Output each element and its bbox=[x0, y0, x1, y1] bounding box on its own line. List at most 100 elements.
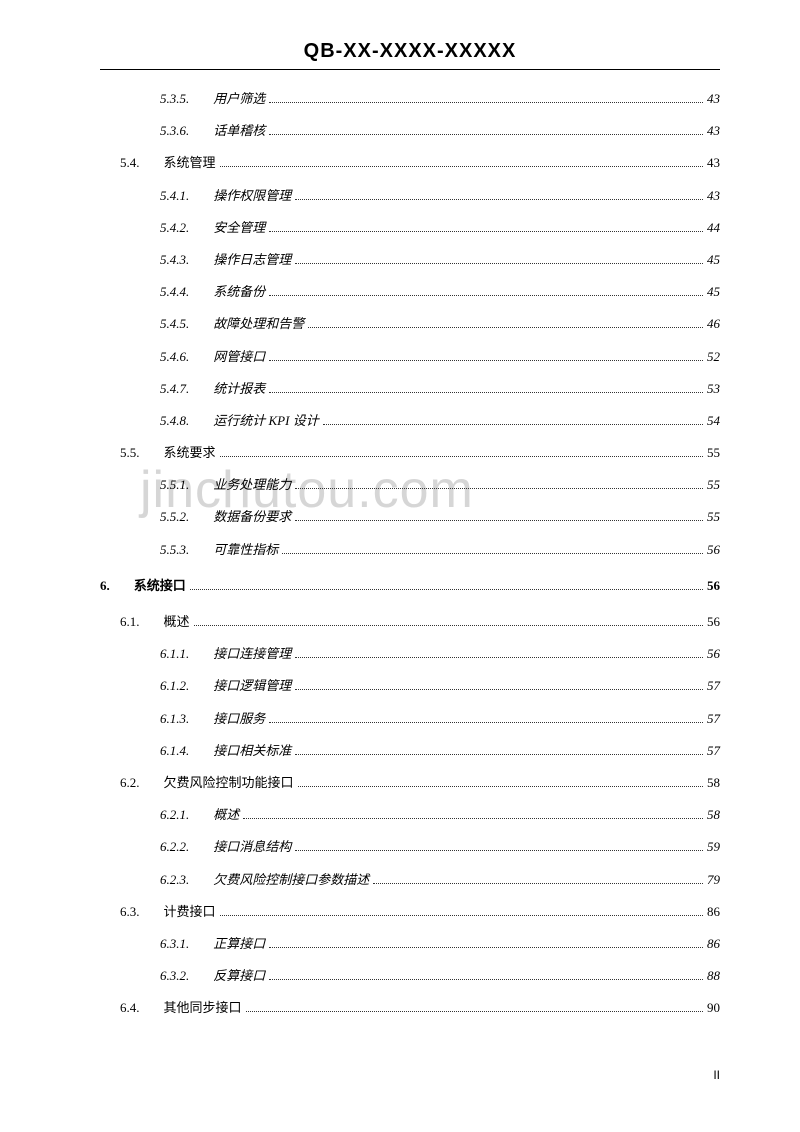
toc-entry-title: 欠费风险控制功能接口 bbox=[164, 774, 294, 792]
toc-leader-dots bbox=[269, 295, 703, 296]
toc-entry-page: 86 bbox=[707, 935, 720, 953]
toc-entry-number: 5.5. bbox=[120, 444, 140, 462]
toc-entry-page: 53 bbox=[707, 380, 720, 398]
toc-entry-page: 79 bbox=[707, 871, 720, 889]
toc-entry-number: 5.4.8. bbox=[160, 412, 189, 430]
content-wrapper: QB-XX-XXXX-XXXXX 5.3.5.用户筛选43 5.3.6.话单稽核4… bbox=[100, 40, 720, 1017]
toc-entry-number: 6.1.3. bbox=[160, 710, 189, 728]
toc-entry-page: 55 bbox=[707, 508, 720, 526]
toc-entry: 5.4.1.操作权限管理43 bbox=[100, 187, 720, 205]
toc-entry: 6.2. 欠费风险控制功能接口 58 bbox=[100, 774, 720, 792]
toc-entry-page: 46 bbox=[707, 315, 720, 333]
toc-entry-title: 运行统计 KPI 设计 bbox=[213, 412, 318, 430]
toc-entry-number: 6.1.2. bbox=[160, 677, 189, 695]
toc-leader-dots bbox=[269, 722, 703, 723]
toc-entry-page: 58 bbox=[707, 806, 720, 824]
toc-entry-title: 接口服务 bbox=[213, 710, 265, 728]
table-of-contents: 5.3.5.用户筛选435.3.6.话单稽核435.4.系统管理435.4.1.… bbox=[100, 90, 720, 1017]
toc-entry-page: 55 bbox=[707, 444, 720, 462]
toc-leader-dots bbox=[295, 199, 703, 200]
toc-entry-page: 44 bbox=[707, 219, 720, 237]
toc-entry-page: 54 bbox=[707, 412, 720, 430]
toc-entry: 6.1.1. 接口连接管理 56 bbox=[100, 645, 720, 663]
toc-entry: 5.4.2. 安全管理 44 bbox=[100, 219, 720, 237]
toc-leader-dots bbox=[269, 979, 703, 980]
toc-entry-title: 系统管理 bbox=[164, 154, 216, 172]
toc-entry: 5.4.8. 运行统计 KPI 设计 54 bbox=[100, 412, 720, 430]
toc-entry: 6.3.2.反算接口88 bbox=[100, 967, 720, 985]
toc-entry-page: 88 bbox=[707, 967, 720, 985]
toc-entry: 5.5.3.可靠性指标56 bbox=[100, 541, 720, 559]
toc-entry: 5.4.7.统计报表53 bbox=[100, 380, 720, 398]
toc-entry-page: 56 bbox=[707, 645, 720, 663]
toc-entry: 6.系统接口56 bbox=[100, 577, 720, 595]
toc-entry-number: 6.1.4. bbox=[160, 742, 189, 760]
toc-leader-dots bbox=[269, 102, 703, 103]
toc-entry-number: 6.2.2. bbox=[160, 838, 189, 856]
toc-entry: 6.3.计费接口86 bbox=[100, 903, 720, 921]
toc-entry: 5.5.2. 数据备份要求 55 bbox=[100, 508, 720, 526]
toc-entry-title: 接口消息结构 bbox=[213, 838, 291, 856]
toc-entry-number: 6.2. bbox=[120, 774, 140, 792]
toc-entry-title: 接口逻辑管理 bbox=[213, 677, 291, 695]
toc-leader-dots bbox=[295, 520, 703, 521]
toc-leader-dots bbox=[269, 947, 703, 948]
toc-entry-title: 欠费风险控制接口参数描述 bbox=[213, 871, 369, 889]
toc-entry-number: 6.2.1. bbox=[160, 806, 189, 824]
toc-entry: 5.3.5.用户筛选43 bbox=[100, 90, 720, 108]
toc-leader-dots bbox=[269, 360, 703, 361]
toc-entry-number: 5.5.1. bbox=[160, 476, 189, 494]
toc-entry: 5.5.系统要求55 bbox=[100, 444, 720, 462]
toc-leader-dots bbox=[243, 818, 703, 819]
toc-entry: 6.1.3. 接口服务 57 bbox=[100, 710, 720, 728]
toc-entry-title: 概述 bbox=[164, 613, 190, 631]
toc-leader-dots bbox=[269, 134, 703, 135]
toc-entry-number: 5.4.3. bbox=[160, 251, 189, 269]
toc-entry-page: 90 bbox=[707, 999, 720, 1017]
toc-entry: 5.4.系统管理43 bbox=[100, 154, 720, 172]
toc-entry: 5.4.3.操作日志管理45 bbox=[100, 251, 720, 269]
toc-entry-number: 6.3.1. bbox=[160, 935, 189, 953]
toc-entry: 6.3.1.正算接口86 bbox=[100, 935, 720, 953]
toc-leader-dots bbox=[295, 850, 703, 851]
toc-entry-number: 5.4.2. bbox=[160, 219, 189, 237]
toc-entry-number: 5.4.1. bbox=[160, 187, 189, 205]
toc-entry-page: 56 bbox=[707, 577, 720, 595]
toc-entry-number: 6.1.1. bbox=[160, 645, 189, 663]
toc-entry-page: 43 bbox=[707, 187, 720, 205]
toc-entry-number: 5.4.5. bbox=[160, 315, 189, 333]
toc-entry-number: 5.4.4. bbox=[160, 283, 189, 301]
toc-entry: 6.2.2. 接口消息结构 59 bbox=[100, 838, 720, 856]
toc-leader-dots bbox=[190, 589, 703, 590]
toc-entry: 5.4.5.故障处理和告警46 bbox=[100, 315, 720, 333]
document-header: QB-XX-XXXX-XXXXX bbox=[100, 40, 720, 63]
toc-entry-page: 58 bbox=[707, 774, 720, 792]
toc-entry-title: 反算接口 bbox=[213, 967, 265, 985]
toc-entry-number: 6.1. bbox=[120, 613, 140, 631]
toc-leader-dots bbox=[295, 488, 703, 489]
toc-entry-title: 接口连接管理 bbox=[213, 645, 291, 663]
toc-leader-dots bbox=[194, 625, 703, 626]
toc-entry-title: 数据备份要求 bbox=[213, 508, 291, 526]
toc-leader-dots bbox=[295, 263, 703, 264]
toc-entry-page: 59 bbox=[707, 838, 720, 856]
toc-entry-page: 57 bbox=[707, 710, 720, 728]
toc-leader-dots bbox=[295, 754, 703, 755]
toc-entry-number: 6.3. bbox=[120, 903, 140, 921]
toc-entry: 6.4.其他同步接口90 bbox=[100, 999, 720, 1017]
toc-entry-page: 86 bbox=[707, 903, 720, 921]
toc-entry-number: 5.3.5. bbox=[160, 90, 189, 108]
toc-entry-number: 6. bbox=[100, 577, 110, 595]
toc-entry-number: 5.5.2. bbox=[160, 508, 189, 526]
page-number: II bbox=[713, 1068, 720, 1082]
toc-entry-number: 5.3.6. bbox=[160, 122, 189, 140]
toc-entry-number: 5.4. bbox=[120, 154, 140, 172]
toc-entry: 5.3.6.话单稽核43 bbox=[100, 122, 720, 140]
toc-leader-dots bbox=[246, 1011, 703, 1012]
toc-entry-page: 55 bbox=[707, 476, 720, 494]
toc-entry-title: 安全管理 bbox=[213, 219, 265, 237]
toc-entry: 6.1.4.接口相关标准57 bbox=[100, 742, 720, 760]
toc-leader-dots bbox=[220, 915, 703, 916]
toc-entry: 6.1.2.接口逻辑管理57 bbox=[100, 677, 720, 695]
toc-entry-number: 6.4. bbox=[120, 999, 140, 1017]
